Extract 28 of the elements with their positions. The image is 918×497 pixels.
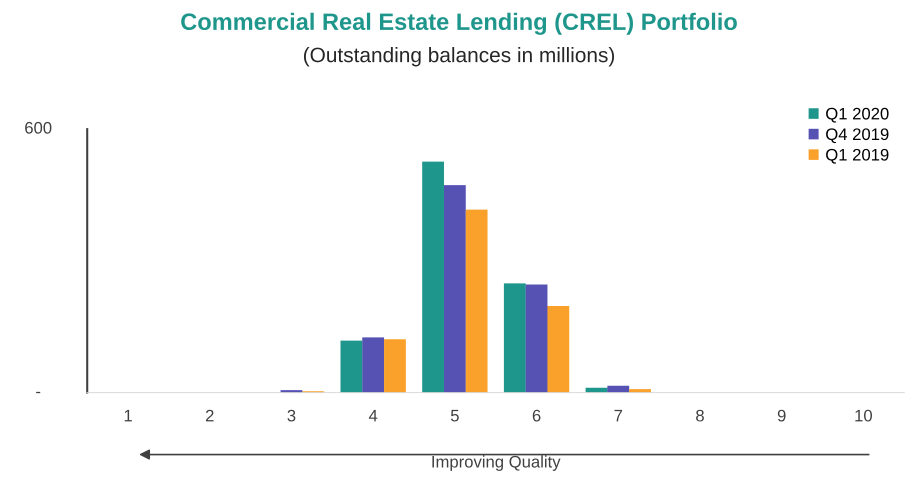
x-tick-label: 10 (855, 410, 872, 422)
x-tick-label: 6 (532, 410, 540, 422)
x-tick-label: 9 (778, 410, 786, 422)
bar (547, 306, 570, 393)
bar (526, 284, 548, 393)
legend-label: Q1 2020 (826, 108, 889, 123)
bar (362, 337, 384, 393)
text: - (36, 392, 40, 394)
x-tick-label: 4 (368, 410, 378, 422)
bar (340, 340, 362, 393)
x-tick-label: 3 (287, 410, 296, 422)
bar (466, 210, 488, 393)
text: 600 (25, 122, 52, 134)
legend-label: Q4 2019 (826, 128, 888, 144)
x-tick-label: 2 (206, 410, 214, 422)
bar (384, 339, 406, 393)
chart-title: Commercial Real Estate Lending (CREL) Portfolio (181, 12, 737, 35)
bar (607, 386, 630, 393)
bar (444, 185, 466, 393)
x-tick-label: 7 (614, 410, 622, 422)
bar (422, 162, 444, 393)
bar (504, 283, 526, 393)
x-tick-label: 1 (124, 410, 132, 422)
x-tick-label: 8 (696, 410, 704, 422)
chart-subtitle: (Outstanding balances in millions) (304, 47, 614, 66)
legend-label: Q1 2019 (826, 148, 888, 164)
x-axis-title: Improving Quality (432, 455, 561, 471)
x-tick-label: 5 (450, 410, 459, 422)
